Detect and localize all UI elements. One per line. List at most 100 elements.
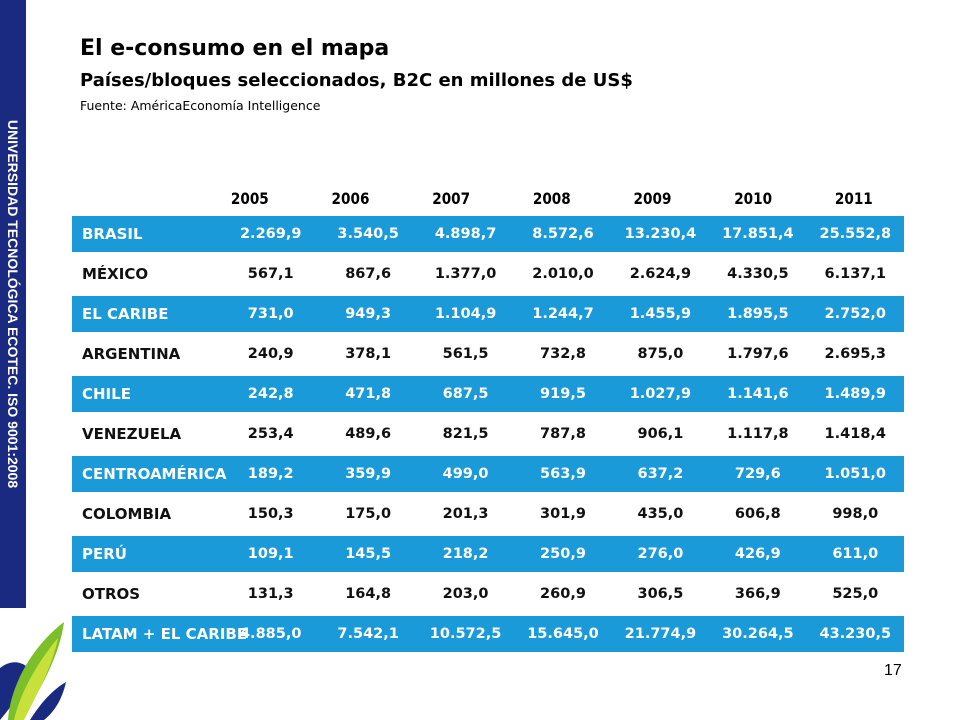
table-cell: 43.230,5 <box>819 626 892 642</box>
table-cell: 563,9 <box>540 466 586 482</box>
table-body: BRASIL 2.269,9 3.540,5 4.898,7 8.572,6 13.230… <box>72 216 904 652</box>
table-cell: 175,0 <box>345 506 392 522</box>
row-label: VENEZUELA <box>82 425 182 443</box>
table-cell: 2.269,9 <box>239 226 302 242</box>
table-cell: 1.051,0 <box>824 466 887 482</box>
table-cell: 1.895,5 <box>727 306 789 322</box>
table-row: PERÚ 109,1 145,5 218,2 250,9 276,0 426,9 611,0 <box>72 536 904 572</box>
table-cell: 242,8 <box>247 386 294 402</box>
row-label: BRASIL <box>82 225 143 243</box>
table-cell: 6.137,1 <box>824 266 887 282</box>
row-label: LATAM + EL CARIBE <box>82 625 248 643</box>
page-subtitle: Países/bloques seleccionados, B2C en mil… <box>80 70 633 91</box>
year-header: 2010 <box>734 188 773 208</box>
table-cell: 949,3 <box>345 306 392 322</box>
year-header: 2006 <box>331 188 370 208</box>
table-cell: 1.797,6 <box>727 346 789 362</box>
table-cell: 525,0 <box>832 586 879 602</box>
table-cell: 687,5 <box>442 386 489 402</box>
table-cell: 253,4 <box>247 426 294 442</box>
table-cell: 606,8 <box>734 506 781 522</box>
row-label: CENTROAMÉRICA <box>82 465 227 483</box>
table-cell: 8.572,6 <box>532 226 594 242</box>
table-row: LATAM + EL CARIBE 4.885,0 7.542,1 10.572,5 1… <box>72 616 904 652</box>
table-cell: 201,3 <box>442 506 489 522</box>
table-cell: 561,5 <box>442 346 489 362</box>
table-cell: 435,0 <box>637 506 684 522</box>
table-cell: 10.572,5 <box>429 626 502 642</box>
table-cell: 150,3 <box>247 506 294 522</box>
table-cell: 1.141,6 <box>727 386 789 402</box>
table-row: BRASIL 2.269,9 3.540,5 4.898,7 8.572,6 13.230… <box>72 216 904 252</box>
year-header: 2009 <box>633 188 672 208</box>
table-cell: 4.330,5 <box>727 266 789 282</box>
table-cell: 1.027,9 <box>629 386 692 402</box>
table-cell: 919,5 <box>540 386 586 402</box>
table-cell: 359,9 <box>345 466 392 482</box>
page-title: El e-consumo en el mapa <box>80 36 390 61</box>
year-header: 2008 <box>532 188 571 208</box>
table-row: OTROS 131,3 164,8 203,0 260,9 306,5 366,9 525,0 <box>72 576 904 612</box>
table-cell: 276,0 <box>637 546 684 562</box>
table-cell: 250,9 <box>540 546 586 562</box>
table-row: CHILE 242,8 471,8 687,5 919,5 1.027,9 1.141,6 1… <box>72 376 904 412</box>
table-cell: 21.774,9 <box>624 626 697 642</box>
table-cell: 301,9 <box>540 506 586 522</box>
table-cell: 2.695,3 <box>824 346 887 362</box>
table-cell: 203,0 <box>442 586 489 602</box>
table-cell: 164,8 <box>345 586 392 602</box>
table-cell: 2.010,0 <box>532 266 594 282</box>
table-cell: 875,0 <box>637 346 684 362</box>
table-cell: 499,0 <box>442 466 489 482</box>
table-cell: 7.542,1 <box>337 626 399 642</box>
table-cell: 366,9 <box>734 586 781 602</box>
table-cell: 471,8 <box>345 386 392 402</box>
table-cell: 1.418,4 <box>824 426 887 442</box>
sidebar-banner: UNIVERSIDAD TECNOLÓGICA ECOTEC. ISO 9001… <box>0 0 26 608</box>
table-cell: 637,2 <box>637 466 684 482</box>
table-cell: 731,0 <box>247 306 294 322</box>
table-cell: 189,2 <box>247 466 294 482</box>
table-cell: 787,8 <box>540 426 586 442</box>
table-cell: 489,6 <box>345 426 392 442</box>
table-row: CENTROAMÉRICA 189,2 359,9 499,0 563,9 637,2 72… <box>72 456 904 492</box>
table-header-row: 2005 2006 2007 2008 2009 2010 2011 <box>72 182 904 214</box>
table-row: EL CARIBE 731,0 949,3 1.104,9 1.244,7 1.455,9… <box>72 296 904 332</box>
university-name: UNIVERSIDAD TECNOLÓGICA ECOTEC. ISO 9001… <box>5 119 21 489</box>
row-label: CHILE <box>82 385 131 403</box>
table-cell: 906,1 <box>637 426 684 442</box>
year-header: 2011 <box>834 188 873 208</box>
table-cell: 17.851,4 <box>722 226 794 242</box>
table-cell: 260,9 <box>540 586 586 602</box>
table-cell: 1.377,0 <box>434 266 497 282</box>
table-cell: 13.230,4 <box>624 226 697 242</box>
table-cell: 218,2 <box>442 546 489 562</box>
table-cell: 611,0 <box>832 546 879 562</box>
table-cell: 131,3 <box>247 586 294 602</box>
row-label: OTROS <box>82 585 141 603</box>
table-cell: 426,9 <box>734 546 781 562</box>
table-cell: 30.264,5 <box>722 626 794 642</box>
table-cell: 4.885,0 <box>239 626 302 642</box>
table-cell: 2.624,9 <box>629 266 692 282</box>
table-cell: 2.752,0 <box>824 306 887 322</box>
table-cell: 1.117,8 <box>727 426 789 442</box>
table-cell: 240,9 <box>247 346 294 362</box>
table-cell: 4.898,7 <box>434 226 497 242</box>
table-cell: 1.104,9 <box>434 306 497 322</box>
row-label: COLOMBIA <box>82 505 172 523</box>
table-cell: 567,1 <box>247 266 294 282</box>
table-cell: 3.540,5 <box>337 226 399 242</box>
table-cell: 109,1 <box>247 546 294 562</box>
table-cell: 1.455,9 <box>629 306 692 322</box>
table-cell: 306,5 <box>637 586 684 602</box>
table-cell: 867,6 <box>345 266 392 282</box>
table-cell: 145,5 <box>345 546 392 562</box>
table-cell: 1.489,9 <box>824 386 887 402</box>
table-cell: 998,0 <box>832 506 879 522</box>
table-cell: 15.645,0 <box>527 626 599 642</box>
table-cell: 729,6 <box>734 466 781 482</box>
table-row: COLOMBIA 150,3 175,0 201,3 301,9 435,0 606,8 99… <box>72 496 904 532</box>
table-cell: 378,1 <box>345 346 392 362</box>
year-header: 2005 <box>230 188 269 208</box>
